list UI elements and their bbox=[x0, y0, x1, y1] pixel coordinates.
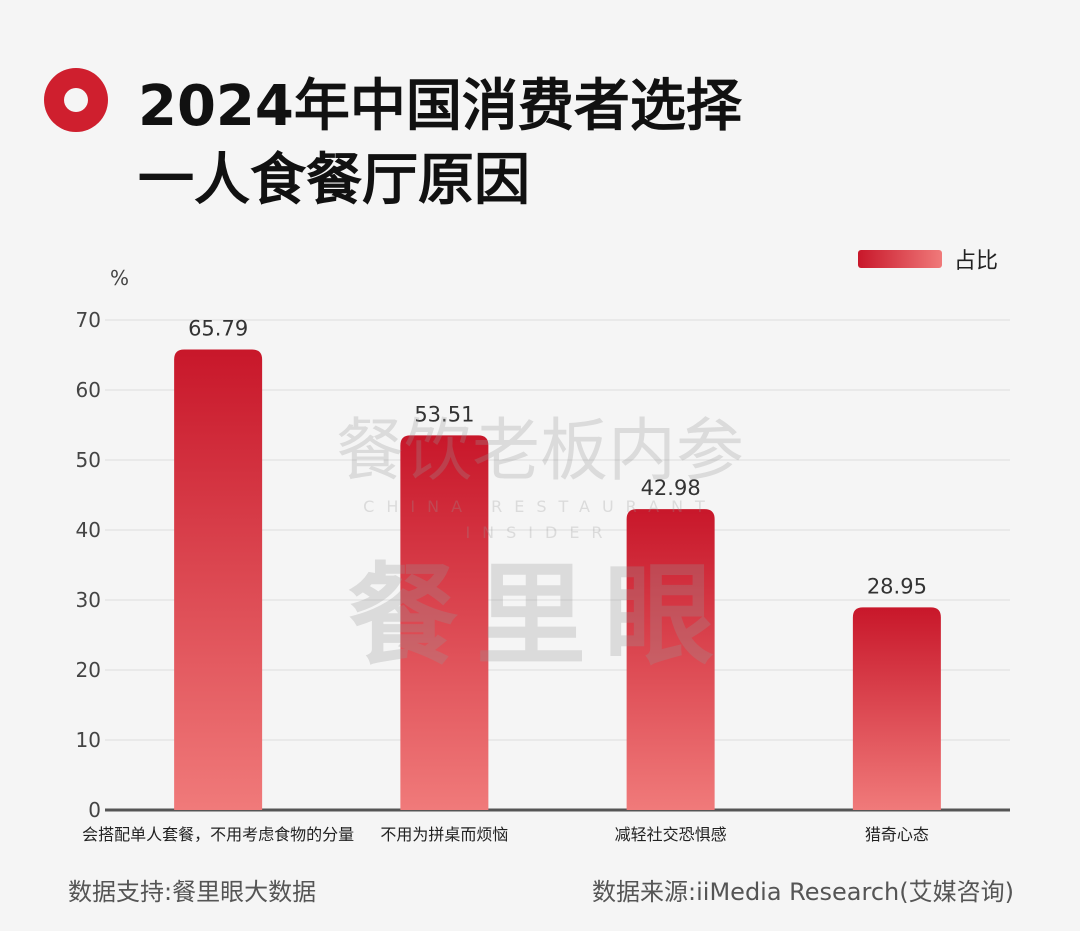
chart-title-line-2: 一人食餐厅原因 bbox=[138, 148, 530, 213]
y-axis-unit-label: % bbox=[110, 266, 129, 290]
title-bullet-icon bbox=[44, 68, 108, 132]
y-tick-label: 50 bbox=[76, 448, 101, 472]
bar bbox=[852, 607, 941, 810]
x-category-label: 会搭配单人套餐，不用考虑食物的分量 bbox=[82, 825, 354, 844]
footer-data-source: 数据来源:iiMedia Research(艾媒咨询) bbox=[592, 878, 1014, 906]
bar bbox=[626, 509, 715, 810]
x-category-label: 减轻社交恐惧感 bbox=[615, 825, 727, 844]
bar-value-label: 42.98 bbox=[641, 476, 701, 500]
bar bbox=[174, 349, 263, 810]
chart-title-line-1: 2024年中国消费者选择 bbox=[138, 74, 742, 139]
x-category-label: 不用为拼桌而烦恼 bbox=[380, 825, 508, 844]
bar-value-label: 28.95 bbox=[867, 574, 927, 598]
y-tick-label: 10 bbox=[76, 728, 101, 752]
bar-value-label: 65.79 bbox=[188, 316, 248, 340]
y-tick-label: 60 bbox=[76, 378, 101, 402]
legend-swatch bbox=[858, 250, 942, 268]
legend-label: 占比 bbox=[954, 249, 998, 274]
y-tick-label: 70 bbox=[76, 308, 101, 332]
chart-title: 2024年中国消费者选择 一人食餐厅原因 bbox=[138, 70, 742, 218]
bar-value-label: 53.51 bbox=[414, 402, 474, 426]
y-tick-label: 0 bbox=[88, 798, 101, 822]
footer-data-support: 数据支持:餐里眼大数据 bbox=[68, 878, 317, 906]
y-tick-label: 20 bbox=[76, 658, 101, 682]
y-tick-label: 30 bbox=[76, 588, 101, 612]
x-category-label: 猎奇心态 bbox=[865, 825, 929, 844]
bar bbox=[400, 435, 489, 810]
y-tick-label: 40 bbox=[76, 518, 101, 542]
